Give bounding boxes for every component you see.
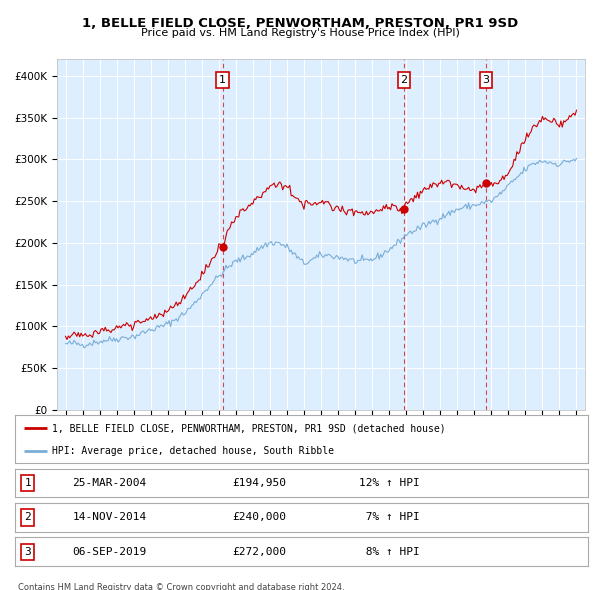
Text: 1: 1	[24, 478, 31, 488]
Text: 2: 2	[400, 75, 407, 85]
Text: 1, BELLE FIELD CLOSE, PENWORTHAM, PRESTON, PR1 9SD (detached house): 1, BELLE FIELD CLOSE, PENWORTHAM, PRESTO…	[52, 423, 446, 433]
Text: 1, BELLE FIELD CLOSE, PENWORTHAM, PRESTON, PR1 9SD: 1, BELLE FIELD CLOSE, PENWORTHAM, PRESTO…	[82, 17, 518, 30]
Text: 1: 1	[219, 75, 226, 85]
Text: 3: 3	[482, 75, 490, 85]
Text: 3: 3	[24, 547, 31, 556]
Text: 12% ↑ HPI: 12% ↑ HPI	[359, 478, 419, 488]
Text: Price paid vs. HM Land Registry's House Price Index (HPI): Price paid vs. HM Land Registry's House …	[140, 28, 460, 38]
Text: 7% ↑ HPI: 7% ↑ HPI	[359, 513, 419, 522]
Text: 06-SEP-2019: 06-SEP-2019	[73, 547, 146, 556]
Text: HPI: Average price, detached house, South Ribble: HPI: Average price, detached house, Sout…	[52, 446, 334, 456]
Text: £240,000: £240,000	[233, 513, 287, 522]
Text: 14-NOV-2014: 14-NOV-2014	[73, 513, 146, 522]
Text: 8% ↑ HPI: 8% ↑ HPI	[359, 547, 419, 556]
Text: 2: 2	[24, 513, 31, 522]
Text: £272,000: £272,000	[233, 547, 287, 556]
Text: £194,950: £194,950	[233, 478, 287, 488]
Text: 25-MAR-2004: 25-MAR-2004	[73, 478, 146, 488]
Text: Contains HM Land Registry data © Crown copyright and database right 2024.: Contains HM Land Registry data © Crown c…	[18, 584, 344, 590]
